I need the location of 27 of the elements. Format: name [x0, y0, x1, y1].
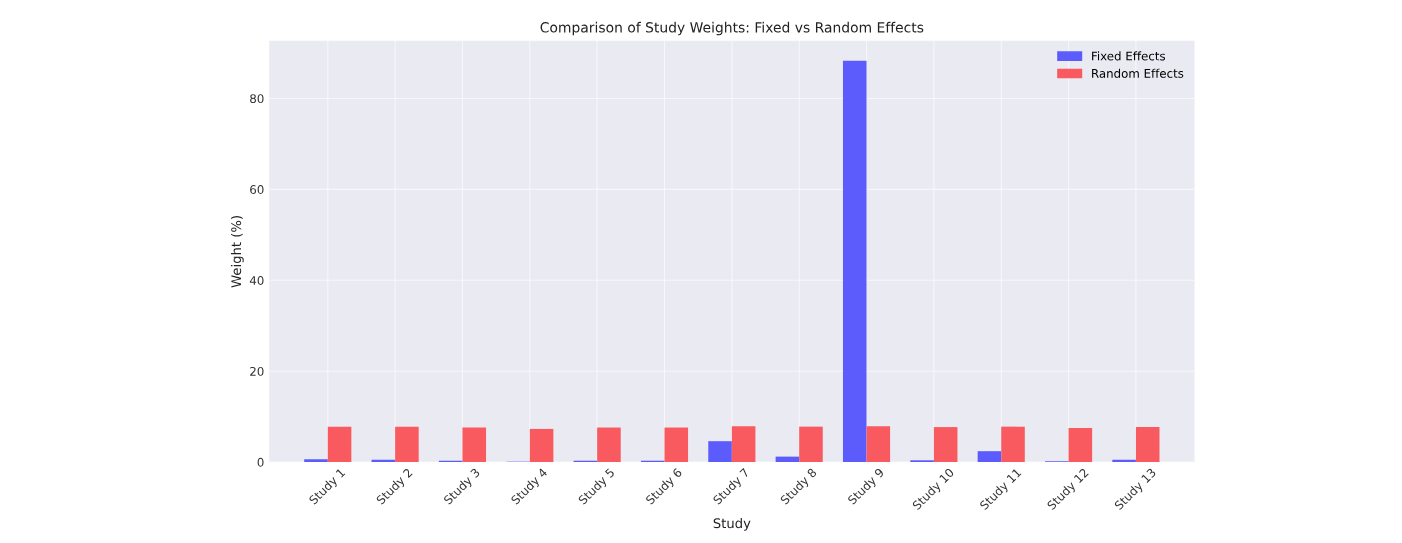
bar [1001, 426, 1025, 463]
y-tick-label: 80 [250, 94, 264, 104]
bar [708, 441, 732, 463]
y-tick-label: 20 [250, 366, 264, 376]
legend-label: Fixed Effects [1092, 51, 1166, 61]
bar [327, 426, 352, 463]
bar [866, 426, 891, 463]
bar [731, 426, 756, 463]
bar [933, 427, 958, 463]
bar [395, 426, 419, 463]
bar [842, 60, 867, 463]
bar [462, 427, 487, 463]
y-tick-label: 60 [250, 185, 264, 195]
x-axis-title: Study [713, 517, 751, 531]
y-tick-label: 40 [249, 276, 264, 285]
y-axis-title: Weight (%) [230, 216, 244, 288]
bar [529, 428, 554, 463]
bar [597, 427, 621, 463]
y-tick-label: 0 [257, 457, 264, 467]
bar [1068, 428, 1093, 463]
bar [977, 451, 1002, 463]
bar [799, 426, 823, 463]
bar [664, 427, 689, 463]
chart-title: Comparison of Study Weights: Fixed vs Random Effects [540, 21, 924, 36]
bar [1135, 427, 1160, 463]
legend-label: Random Effects [1092, 68, 1184, 78]
bar [304, 459, 328, 463]
